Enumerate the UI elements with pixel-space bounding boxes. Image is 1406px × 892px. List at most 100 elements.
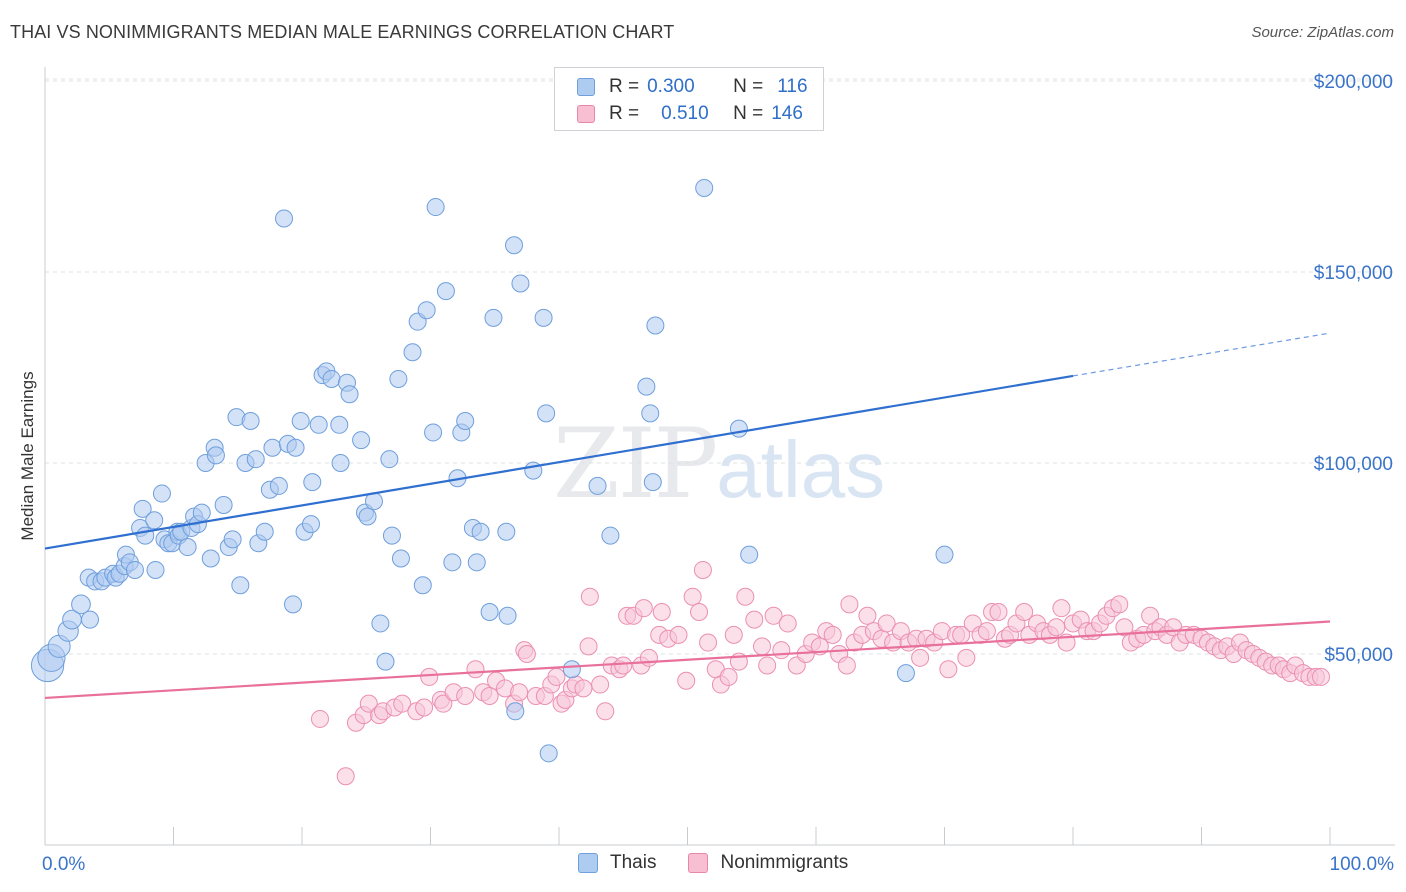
thais-point: [539, 744, 558, 763]
nonimmigrants-point: [639, 648, 658, 667]
y-tick-label: $150,000: [1314, 263, 1393, 284]
x-tick-label: 0.0%: [42, 854, 85, 875]
legend-n-value: 146: [771, 103, 803, 124]
thais-point: [275, 209, 294, 228]
nonimmigrants-point: [310, 709, 329, 728]
thais-point: [497, 522, 516, 541]
series-legend-thais: Thais: [578, 852, 656, 874]
thais-point: [637, 377, 656, 396]
thais-point: [436, 282, 455, 301]
thais-point: [371, 614, 390, 633]
thais-point: [125, 560, 144, 579]
nonimmigrants-point: [652, 602, 671, 621]
thais-point: [498, 606, 517, 625]
thais-point: [456, 411, 475, 430]
watermark-zip: ZIP: [553, 408, 718, 520]
nonimmigrants-point: [719, 667, 738, 686]
thais-point: [643, 473, 662, 492]
thais-point: [695, 178, 714, 197]
x-tick-label: 100.0%: [1330, 854, 1395, 875]
thais-point: [511, 274, 530, 293]
nonimmigrants-point: [977, 622, 996, 641]
nonimmigrants-point: [574, 679, 593, 698]
nonimmigrants-point: [911, 648, 930, 667]
nonimmigrants-point: [1015, 602, 1034, 621]
nonimmigrants-point: [517, 645, 536, 663]
nonimmigrants-point: [596, 702, 615, 721]
nonimmigrants-point: [745, 610, 764, 629]
thais-point: [376, 652, 395, 671]
thais-point: [380, 450, 399, 469]
nonimmigrants-point: [1110, 595, 1129, 614]
nonimmigrants-point: [736, 587, 755, 606]
thais-point: [152, 484, 171, 503]
nonimmigrants-point: [764, 606, 783, 625]
thais-point: [322, 369, 341, 388]
thais-point: [291, 411, 310, 430]
thais-point: [896, 664, 915, 683]
thais-point: [424, 423, 443, 442]
nonimmigrants-point: [510, 683, 529, 702]
nonimmigrants-point: [415, 698, 434, 717]
nonimmigrants-point: [677, 671, 696, 690]
y-tick-label: $100,000: [1314, 454, 1393, 475]
thais-point: [480, 602, 499, 621]
legend-swatch-nonimmigrants: [577, 105, 595, 123]
nonimmigrants-point: [693, 560, 712, 579]
thais-point: [641, 404, 660, 423]
nonimmigrants-point: [466, 660, 485, 679]
legend-n-value: 116: [777, 76, 808, 97]
nonimmigrants-point: [1047, 618, 1066, 637]
thais-point: [935, 545, 954, 564]
legend-r-value: 0.300: [647, 76, 695, 97]
nonimmigrants-point: [837, 656, 856, 675]
y-tick-label: $50,000: [1324, 645, 1393, 666]
nonimmigrants-point: [1052, 599, 1071, 618]
chart-title: THAI VS NONIMMIGRANTS MEDIAN MALE EARNIN…: [10, 22, 675, 42]
thais-point: [417, 301, 436, 320]
thais-point: [601, 526, 620, 545]
source-attribution: Source: ZipAtlas.com: [1251, 24, 1394, 41]
nonimmigrants-point: [858, 606, 877, 625]
nonimmigrants-point: [480, 687, 499, 706]
legend-r-value: 0.510: [661, 103, 709, 124]
thais-point: [443, 553, 462, 572]
thais-point: [389, 369, 408, 388]
nonimmigrants-point: [420, 667, 439, 686]
thais-point: [223, 530, 242, 549]
thais-point: [206, 446, 225, 465]
y-tick-label: $200,000: [1314, 72, 1393, 93]
y-axis-label: Median Male Earnings: [18, 371, 37, 541]
nonimmigrants-point: [456, 687, 475, 706]
thais-point: [505, 236, 524, 255]
nonimmigrants-point: [579, 637, 598, 656]
thais-point: [646, 316, 665, 335]
thais-point: [537, 404, 556, 423]
series-swatch-thais: [578, 853, 598, 873]
series-label-thais: Thais: [610, 852, 657, 873]
nonimmigrants-trend-line: [44, 620, 1331, 700]
nonimmigrants-point: [393, 694, 412, 713]
nonimmigrants-point: [989, 602, 1008, 621]
thais-point: [301, 515, 320, 534]
nonimmigrants-point: [840, 595, 859, 614]
thais-point: [391, 549, 410, 568]
nonimmigrants-point: [359, 694, 378, 713]
zipatlas-watermark: ZIPatlas: [553, 408, 885, 520]
watermark-atlas: atlas: [716, 425, 886, 514]
thais-point: [284, 595, 303, 614]
thais-point: [214, 496, 233, 515]
nonimmigrants-point: [690, 602, 709, 621]
thais-point: [201, 549, 220, 568]
nonimmigrants-point: [699, 633, 718, 652]
thais-point: [588, 476, 607, 495]
thais-point: [358, 507, 377, 526]
series-swatch-nonimmigrants: [688, 853, 709, 873]
thais-point: [562, 660, 581, 679]
thais-point: [145, 511, 164, 530]
nonimmigrants-point: [614, 656, 633, 675]
nonimmigrants-point: [957, 648, 976, 667]
thais-point: [80, 610, 99, 629]
thais-point: [403, 343, 422, 362]
